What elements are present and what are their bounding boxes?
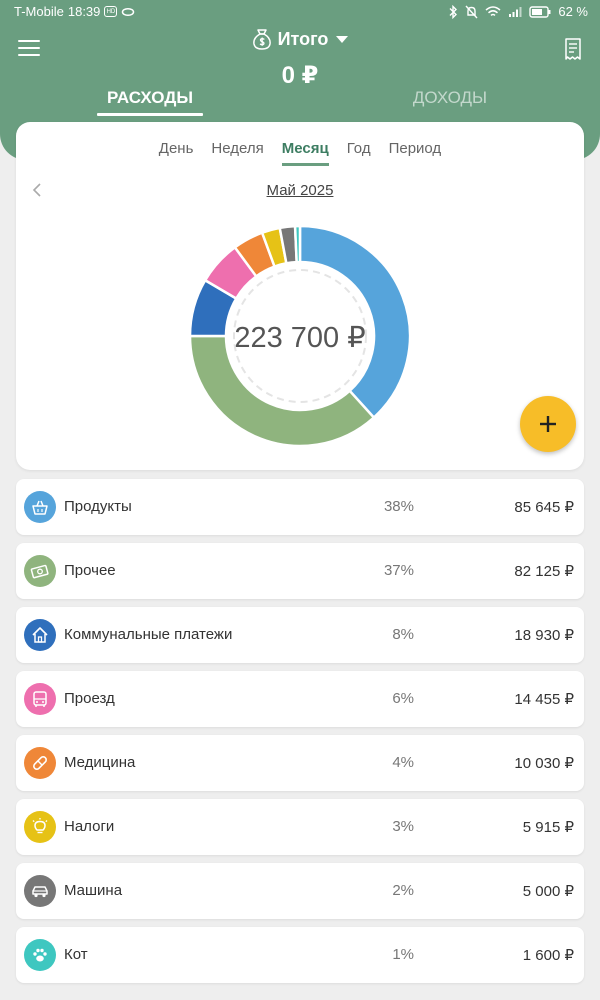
cash-icon [24,555,56,587]
menu-icon[interactable] [18,40,40,58]
category-amount: 14 455 ₽ [514,691,574,708]
battery-level: 62 % [558,4,588,19]
receipt-icon[interactable] [564,38,582,65]
period-week[interactable]: Неделя [211,140,264,157]
category-row-utilities[interactable]: Коммунальные платежи 8% 18 930 ₽ [16,607,584,663]
house-icon [24,619,56,651]
category-percent: 37% [383,562,414,579]
chart-total-label: 223 700 ₽ [234,322,365,354]
wifi-icon [485,5,501,16]
add-button[interactable] [520,396,576,452]
battery-icon [529,5,551,18]
category-name: Проезд [64,690,115,707]
period-month[interactable]: Месяц [281,140,329,166]
tab-expenses[interactable]: РАСХОДЫ [97,88,203,116]
period-year[interactable]: Год [346,140,371,157]
header-title-area: Итого 0 ₽ [0,28,600,90]
chevron-down-icon [336,35,349,43]
tab-income[interactable]: ДОХОДЫ [412,88,488,107]
category-amount: 1 600 ₽ [522,947,574,964]
category-row-groceries[interactable]: Продукты 38% 85 645 ₽ [16,479,584,535]
chart-card: День Неделя Месяц Год Период Май 2025 22… [16,122,584,470]
clock: 18:39 [67,4,101,19]
donut-slice-1[interactable] [189,334,376,447]
paw-icon [24,939,56,971]
category-name: Коммунальные платежи [64,626,233,643]
category-name: Налоги [64,818,115,835]
carrier: T-Mobile [14,4,64,19]
category-name: Медицина [64,754,136,771]
basket-icon [24,491,56,523]
category-percent: 38% [383,498,414,515]
category-row-cat[interactable]: Кот 1% 1 600 ₽ [16,927,584,983]
category-row-medicine[interactable]: Медицина 4% 10 030 ₽ [16,735,584,791]
bell-muted-icon [465,5,478,18]
category-row-transport[interactable]: Проезд 6% 14 455 ₽ [16,671,584,727]
category-percent: 4% [392,754,414,771]
month-selector: Май 2025 [16,182,584,199]
category-percent: 6% [392,690,414,707]
category-amount: 18 930 ₽ [514,627,574,644]
category-name: Прочее [64,562,116,579]
category-row-taxes[interactable]: Налоги 3% 5 915 ₽ [16,799,584,855]
status-right: 62 % [448,4,588,19]
category-name: Кот [64,946,88,963]
donut-slice-0[interactable] [298,225,411,420]
plus-icon [540,416,556,432]
category-row-other[interactable]: Прочее 37% 82 125 ₽ [16,543,584,599]
pill-icon [24,747,56,779]
chevron-left-icon[interactable] [30,182,46,198]
month-label[interactable]: Май 2025 [266,182,334,199]
header-total: 0 ₽ [281,62,319,89]
period-custom[interactable]: Период [388,140,442,157]
signal-icon [509,6,522,17]
period-tabs: День Неделя Месяц Год Период [16,140,584,166]
category-name: Продукты [64,498,132,515]
category-percent: 8% [392,626,414,643]
category-row-car[interactable]: Машина 2% 5 000 ₽ [16,863,584,919]
category-amount: 5 000 ₽ [522,883,574,900]
link-icon [122,7,135,16]
donut-chart: 223 700 ₽ [189,225,411,447]
status-left: T-Mobile 18:39 HD [14,4,135,19]
category-amount: 82 125 ₽ [514,563,574,580]
bus-icon [24,683,56,715]
hd-badge: HD [104,6,118,17]
category-amount: 10 030 ₽ [514,755,574,772]
car-icon [24,875,56,907]
donut-inner-ring [233,269,367,403]
period-day[interactable]: День [158,140,194,157]
status-bar: T-Mobile 18:39 HD [0,0,600,24]
category-percent: 2% [392,882,414,899]
donut-slice-7[interactable] [293,225,302,264]
category-percent: 1% [392,946,414,963]
header-title: Итого [277,28,329,49]
category-name: Машина [64,882,123,899]
category-percent: 3% [392,818,414,835]
bluetooth-icon [449,4,458,19]
category-amount: 85 645 ₽ [514,499,574,516]
account-selector[interactable]: Итого [252,28,349,50]
category-amount: 5 915 ₽ [522,819,574,836]
money-bag-icon [252,29,271,50]
lightbulb-icon [24,811,56,843]
